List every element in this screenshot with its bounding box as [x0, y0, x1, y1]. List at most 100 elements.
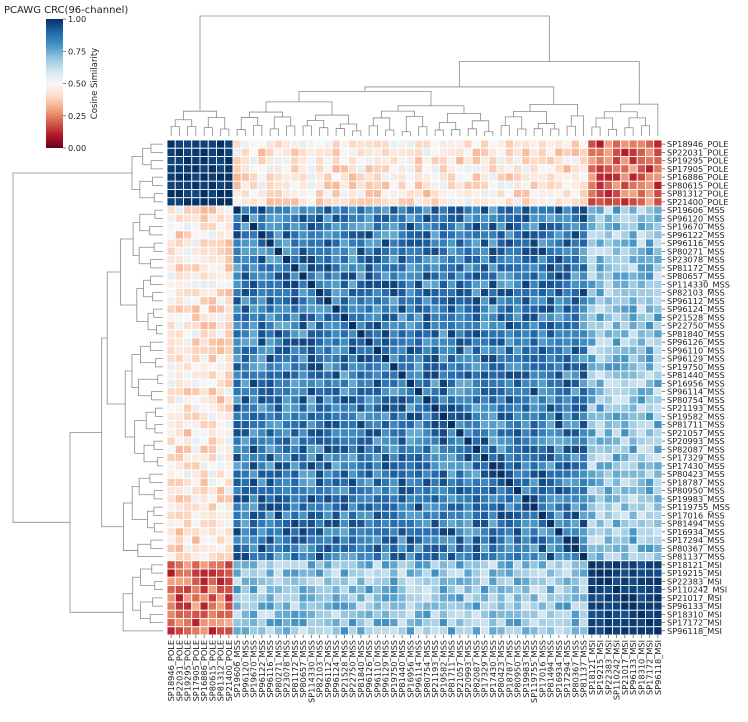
dendrogram-link	[339, 123, 358, 131]
heatmap-cell	[422, 354, 432, 364]
heatmap-cell	[603, 156, 613, 166]
heatmap-cell	[339, 230, 349, 240]
heatmap-cell	[422, 453, 432, 463]
heatmap-cell	[513, 428, 523, 438]
heatmap-cell	[414, 585, 424, 595]
heatmap-cell	[224, 560, 234, 570]
heatmap-cell	[438, 321, 448, 331]
heatmap-cell	[273, 428, 283, 438]
heatmap-cell	[265, 271, 275, 281]
heatmap-cell	[496, 461, 506, 471]
heatmap-cell	[265, 469, 275, 479]
heatmap-cell	[265, 370, 275, 380]
heatmap-cell	[620, 345, 630, 355]
heatmap-cell	[653, 420, 663, 430]
heatmap-cell	[191, 147, 201, 157]
heatmap-cell	[587, 147, 597, 157]
heatmap-cell	[265, 502, 275, 512]
heatmap-cell	[298, 477, 308, 487]
heatmap-cell	[364, 387, 374, 397]
heatmap-cell	[282, 329, 292, 339]
heatmap-cell	[372, 527, 382, 537]
heatmap-cell	[554, 296, 564, 306]
heatmap-cell	[249, 164, 259, 174]
heatmap-cell	[174, 222, 184, 232]
heatmap-cell	[546, 527, 556, 537]
heatmap-cell	[207, 535, 217, 545]
heatmap-cell	[389, 271, 399, 281]
heatmap-cell	[323, 560, 333, 570]
heatmap-cell	[603, 197, 613, 207]
heatmap-cell	[323, 395, 333, 405]
heatmap-cell	[323, 362, 333, 372]
heatmap-cell	[372, 362, 382, 372]
heatmap-cell	[232, 139, 242, 149]
heatmap-cell	[595, 510, 605, 520]
heatmap-cell	[191, 370, 201, 380]
heatmap-cell	[529, 288, 539, 298]
heatmap-cell	[414, 337, 424, 347]
column-tick-label: SP96122_MSS	[257, 640, 267, 698]
heatmap-cell	[207, 156, 217, 166]
heatmap-cell	[529, 139, 539, 149]
heatmap-cell	[240, 593, 250, 603]
heatmap-cell	[306, 362, 316, 372]
heatmap-cell	[579, 222, 589, 232]
heatmap-cell	[595, 197, 605, 207]
heatmap-cell	[331, 238, 341, 248]
heatmap-cell	[546, 329, 556, 339]
heatmap-cell	[323, 321, 333, 331]
heatmap-cell	[290, 263, 300, 273]
heatmap-cell	[298, 444, 308, 454]
heatmap-cell	[273, 288, 283, 298]
heatmap-cell	[504, 428, 514, 438]
heatmap-cell	[315, 593, 325, 603]
heatmap-cell	[414, 626, 424, 636]
heatmap-cell	[191, 428, 201, 438]
heatmap-cell	[529, 263, 539, 273]
heatmap-cell	[174, 312, 184, 322]
column-tick-label: SP22031_POLE	[174, 640, 184, 701]
heatmap-cell	[240, 288, 250, 298]
heatmap-cell	[381, 197, 391, 207]
heatmap-cell	[562, 387, 572, 397]
heatmap-cell	[653, 312, 663, 322]
heatmap-cell	[521, 576, 531, 586]
heatmap-cell	[645, 428, 655, 438]
heatmap-cell	[579, 337, 589, 347]
heatmap-cell	[587, 510, 597, 520]
heatmap-cell	[603, 502, 613, 512]
heatmap-cell	[282, 502, 292, 512]
heatmap-cell	[513, 560, 523, 570]
heatmap-cell	[331, 164, 341, 174]
heatmap-cell	[331, 543, 341, 553]
heatmap-cell	[191, 453, 201, 463]
heatmap-cell	[224, 593, 234, 603]
heatmap-cell	[430, 428, 440, 438]
heatmap-cell	[306, 329, 316, 339]
heatmap-cell	[496, 164, 506, 174]
heatmap-cell	[422, 172, 432, 182]
heatmap-cell	[496, 428, 506, 438]
dendrogram-link	[302, 125, 312, 136]
heatmap-cell	[645, 477, 655, 487]
heatmap-cell	[562, 601, 572, 611]
heatmap-cell	[603, 378, 613, 388]
heatmap-cell	[207, 304, 217, 314]
heatmap-cell	[620, 535, 630, 545]
heatmap-cell	[183, 238, 193, 248]
heatmap-cell	[529, 486, 539, 496]
heatmap-cell	[636, 362, 646, 372]
heatmap-cell	[521, 197, 531, 207]
heatmap-cell	[364, 230, 374, 240]
heatmap-cell	[348, 189, 358, 199]
heatmap-cell	[224, 403, 234, 413]
heatmap-cell	[636, 535, 646, 545]
heatmap-cell	[480, 197, 490, 207]
heatmap-cell	[579, 461, 589, 471]
heatmap-cell	[282, 576, 292, 586]
heatmap-cell	[249, 593, 259, 603]
heatmap-cell	[480, 337, 490, 347]
heatmap-cell	[438, 403, 448, 413]
